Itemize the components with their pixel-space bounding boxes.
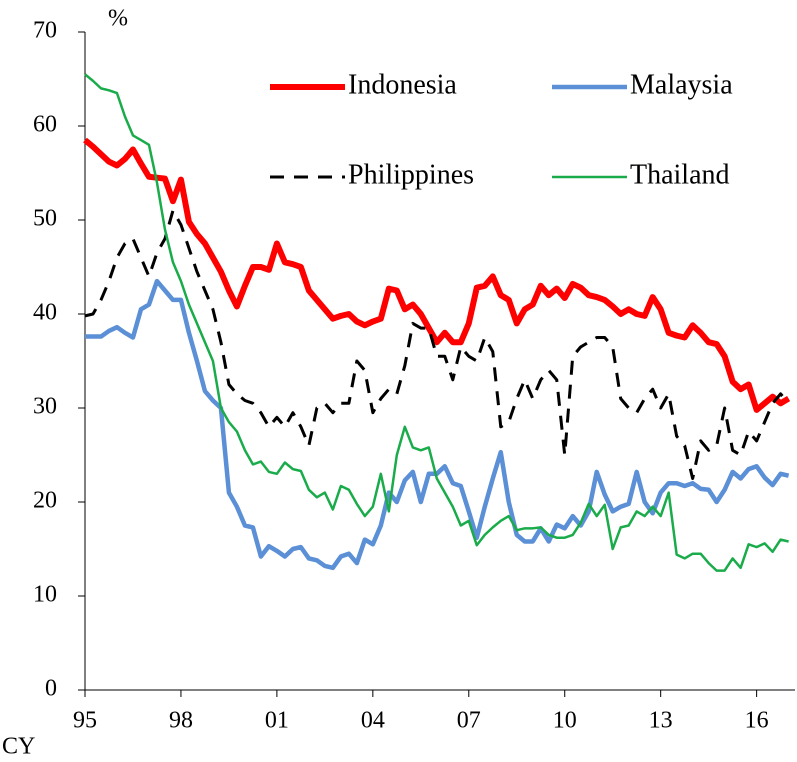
y-tick-label: 40 [33,300,57,326]
y-tick-label: 20 [33,488,57,514]
line-series [84,73,789,572]
x-tick-label: 07 [457,708,481,734]
x-tick-label: 98 [169,708,193,734]
line-series [84,209,790,480]
x-tick-label: 16 [745,708,769,734]
legend-label: Indonesia [348,69,457,100]
x-tick-label: 01 [265,708,289,734]
x-tick-label: 13 [649,708,673,734]
y-tick-label: 30 [33,394,57,420]
legend-label: Malaysia [630,69,733,100]
x-axis-label: CY [2,734,35,760]
line-series [83,137,791,413]
y-tick-label: 0 [45,676,57,702]
y-tick-label: 70 [33,18,57,44]
y-axis-label: % [108,6,128,32]
y-tick-label: 10 [33,582,57,608]
y-tick-label: 60 [33,112,57,138]
legend-label: Philippines [348,159,474,190]
x-tick-label: 10 [553,708,577,734]
legend-label: Thailand [630,159,730,190]
line-series [85,278,790,571]
y-tick-label: 50 [33,206,57,232]
x-tick-label: 95 [73,708,97,734]
x-tick-label: 04 [361,708,385,734]
